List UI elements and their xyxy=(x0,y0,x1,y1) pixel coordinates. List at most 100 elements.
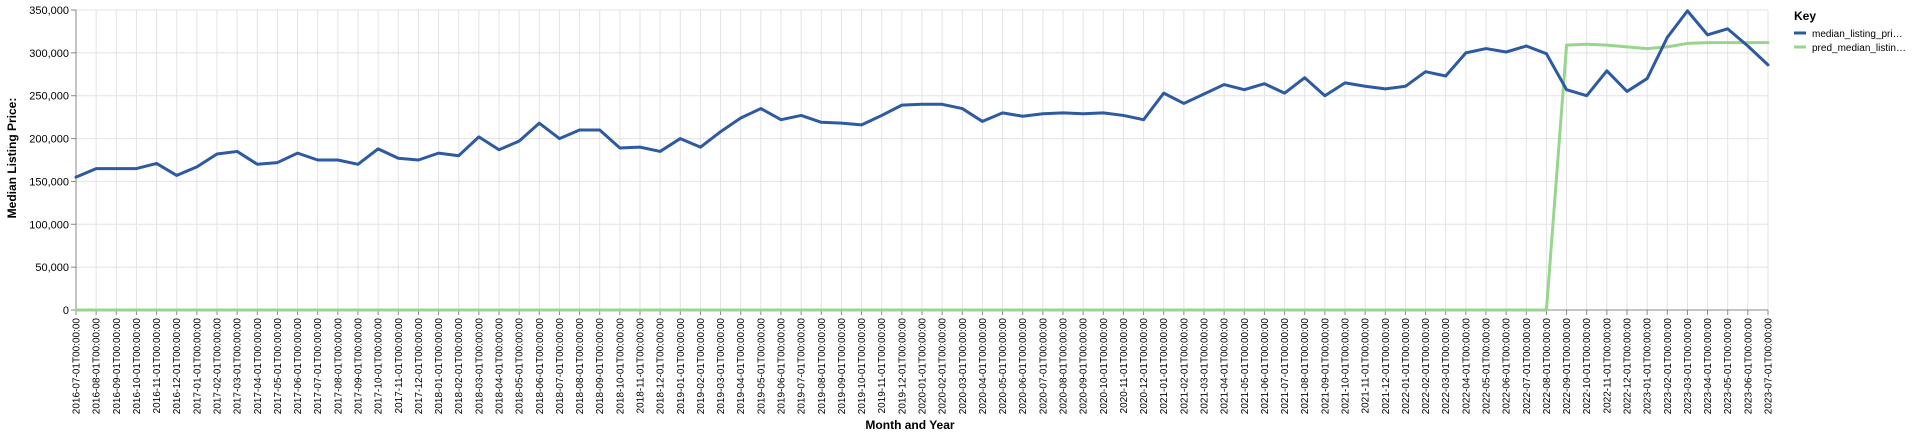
legend-item: median_listing_pri… xyxy=(1794,29,1903,40)
x-tick-label: 2020-10-01T00:00:00 xyxy=(1099,318,1110,415)
x-tick-label: 2017-02-01T00:00:00 xyxy=(213,318,224,415)
data-point xyxy=(1465,309,1467,311)
x-tick-label: 2018-03-01T00:00:00 xyxy=(474,318,485,415)
data-point xyxy=(276,162,278,164)
x-tick-label: 2018-11-01T00:00:00 xyxy=(636,318,647,414)
data-point xyxy=(95,309,97,311)
data-point xyxy=(317,309,319,311)
data-point xyxy=(1163,309,1165,311)
x-tick-label: 2022-08-01T00:00:00 xyxy=(1542,318,1553,415)
x-tick-label: 2018-10-01T00:00:00 xyxy=(615,318,626,415)
data-point xyxy=(1243,89,1245,91)
data-point xyxy=(75,309,77,311)
x-tick-label: 2020-05-01T00:00:00 xyxy=(998,318,1009,415)
data-point xyxy=(377,148,379,150)
x-tick-label: 2022-11-01T00:00:00 xyxy=(1602,318,1613,414)
data-point xyxy=(1223,84,1225,86)
x-tick-label: 2023-01-01T00:00:00 xyxy=(1643,318,1654,415)
y-tick-label: 50,000 xyxy=(35,262,69,274)
data-point xyxy=(297,152,299,154)
data-point xyxy=(1566,89,1568,91)
x-tick-label: 2020-06-01T00:00:00 xyxy=(1018,318,1029,415)
data-point xyxy=(115,309,117,311)
x-tick-label: 2022-07-01T00:00:00 xyxy=(1522,318,1533,415)
x-tick-label: 2021-12-01T00:00:00 xyxy=(1381,318,1392,415)
x-tick-label: 2020-07-01T00:00:00 xyxy=(1038,318,1049,415)
data-point xyxy=(1364,85,1366,87)
data-point xyxy=(699,309,701,311)
data-point xyxy=(1002,112,1004,114)
data-point xyxy=(1022,309,1024,311)
data-point xyxy=(1666,46,1668,48)
data-point xyxy=(1566,44,1568,46)
data-point xyxy=(1707,42,1709,44)
x-tick-label: 2022-09-01T00:00:00 xyxy=(1562,318,1573,415)
data-point xyxy=(1606,44,1608,46)
data-point xyxy=(417,159,419,161)
x-tick-label: 2019-06-01T00:00:00 xyxy=(777,318,788,415)
x-tick-label: 2016-09-01T00:00:00 xyxy=(112,318,123,415)
x-tick-label: 2022-10-01T00:00:00 xyxy=(1582,318,1593,415)
x-tick-label: 2023-04-01T00:00:00 xyxy=(1703,318,1714,415)
data-point xyxy=(317,159,319,161)
data-point xyxy=(196,166,198,168)
data-point xyxy=(1263,83,1265,85)
data-point xyxy=(397,309,399,311)
x-tick-label: 2019-04-01T00:00:00 xyxy=(736,318,747,415)
data-point xyxy=(840,309,842,311)
x-tick-label: 2020-03-01T00:00:00 xyxy=(958,318,969,415)
data-point xyxy=(639,309,641,311)
data-point xyxy=(1767,42,1769,44)
data-point xyxy=(1686,42,1688,44)
x-tick-label: 2017-12-01T00:00:00 xyxy=(414,318,425,415)
data-point xyxy=(861,124,863,126)
x-tick-label: 2019-11-01T00:00:00 xyxy=(877,318,888,414)
data-point xyxy=(176,174,178,176)
legend-label: median_listing_pri… xyxy=(1812,29,1903,40)
data-point xyxy=(1042,113,1044,115)
x-tick-label: 2019-02-01T00:00:00 xyxy=(696,318,707,415)
x-tick-label: 2023-06-01T00:00:00 xyxy=(1743,318,1754,415)
data-point xyxy=(981,120,983,122)
data-point xyxy=(961,309,963,311)
data-point xyxy=(1143,309,1145,311)
data-point xyxy=(95,168,97,170)
data-point xyxy=(135,168,137,170)
data-point xyxy=(1324,95,1326,97)
data-point xyxy=(397,157,399,159)
data-point xyxy=(901,309,903,311)
data-point xyxy=(1284,92,1286,94)
data-point xyxy=(1727,42,1729,44)
x-tick-label: 2016-10-01T00:00:00 xyxy=(132,318,143,415)
data-point xyxy=(1384,88,1386,90)
data-point xyxy=(1404,85,1406,87)
data-point xyxy=(740,309,742,311)
x-tick-label: 2020-01-01T00:00:00 xyxy=(918,318,929,415)
x-tick-label: 2023-03-01T00:00:00 xyxy=(1683,318,1694,415)
x-tick-label: 2022-12-01T00:00:00 xyxy=(1623,318,1634,415)
legend-label: pred_median_listin… xyxy=(1812,43,1906,54)
x-tick-label: 2023-02-01T00:00:00 xyxy=(1663,318,1674,415)
x-tick-label: 2018-12-01T00:00:00 xyxy=(656,318,667,415)
data-point xyxy=(1505,309,1507,311)
data-point xyxy=(1102,309,1104,311)
data-point xyxy=(1304,77,1306,79)
data-point xyxy=(1545,309,1547,311)
data-point xyxy=(820,121,822,123)
y-tick-label: 0 xyxy=(63,305,69,317)
data-point xyxy=(961,108,963,110)
x-tick-label: 2021-05-01T00:00:00 xyxy=(1240,318,1251,415)
data-point xyxy=(216,153,218,155)
data-point xyxy=(1384,309,1386,311)
data-point xyxy=(538,309,540,311)
data-point xyxy=(699,146,701,148)
x-tick-label: 2019-09-01T00:00:00 xyxy=(837,318,848,415)
x-tick-label: 2019-10-01T00:00:00 xyxy=(857,318,868,415)
data-point xyxy=(256,163,258,165)
data-point xyxy=(1203,93,1205,95)
data-point xyxy=(156,162,158,164)
data-point xyxy=(1626,90,1628,92)
data-point xyxy=(720,131,722,133)
x-tick-label: 2018-01-01T00:00:00 xyxy=(434,318,445,415)
